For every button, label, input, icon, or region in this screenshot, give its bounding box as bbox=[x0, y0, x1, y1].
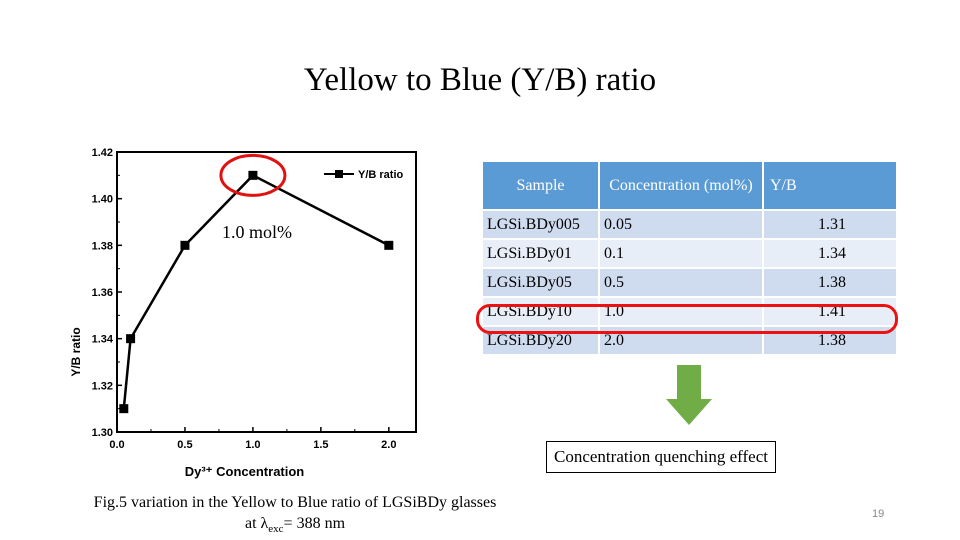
x-tick-label: 0.0 bbox=[109, 439, 124, 451]
y-tick-label: 1.30 bbox=[92, 427, 113, 439]
data-point bbox=[248, 170, 258, 180]
figure-caption: Fig.5 variation in the Yellow to Blue ra… bbox=[40, 492, 550, 540]
chart-svg: 1.30 1.32 1.34 1.36 1.38 1.40 1.42 0.0 0.5 1.0 1.5… bbox=[69, 147, 417, 479]
y-tick-label: 1.42 bbox=[92, 147, 113, 159]
y-tick-label: 1.36 bbox=[92, 287, 113, 299]
cell-yb: 1.34 bbox=[764, 238, 896, 267]
table-header-row: Sample Concentration (mol%) Y/B bbox=[483, 162, 896, 209]
cell-sample: LGSi.BDy05 bbox=[483, 267, 600, 296]
cell-conc: 0.1 bbox=[600, 238, 764, 267]
chart-annotation: 1.0 mol% bbox=[222, 222, 292, 242]
cell-sample: LGSi.BDy20 bbox=[483, 325, 600, 354]
table-row: LGSi.BDy005 0.05 1.31 bbox=[483, 209, 896, 238]
caption-sub: exc bbox=[268, 523, 284, 536]
y-axis-label: Y/B ratio bbox=[69, 327, 83, 376]
concentration-quenching-label: Concentration quenching effect bbox=[546, 441, 776, 473]
x-axis-label: Dy³⁺ Concentration bbox=[185, 464, 305, 479]
cell-sample: LGSi.BDy01 bbox=[483, 238, 600, 267]
line-chart: 1.30 1.32 1.34 1.36 1.38 1.40 1.42 0.0 0.5 1.0 1.5… bbox=[60, 140, 440, 490]
row-highlight-ellipse bbox=[476, 304, 898, 334]
caption-suffix: = 388 nm bbox=[283, 515, 346, 532]
yb-table: Sample Concentration (mol%) Y/B LGSi.BDy… bbox=[483, 162, 896, 354]
y-tick-label: 1.38 bbox=[92, 240, 113, 252]
page-number: 19 bbox=[872, 508, 885, 520]
y-tick-label: 1.40 bbox=[92, 194, 113, 206]
slide-title: Yellow to Blue (Y/B) ratio bbox=[303, 62, 657, 98]
cell-sample: LGSi.BDy005 bbox=[483, 209, 600, 238]
data-point bbox=[384, 240, 394, 250]
y-tick-label: 1.34 bbox=[92, 334, 114, 346]
cell-yb: 1.31 bbox=[764, 209, 896, 238]
table-row: LGSi.BDy05 0.5 1.38 bbox=[483, 267, 896, 296]
header-yb: Y/B bbox=[764, 162, 896, 209]
data-point bbox=[119, 404, 129, 414]
cell-yb: 1.41 bbox=[764, 296, 896, 325]
table-row: LGSi.BDy01 0.1 1.34 bbox=[483, 238, 896, 267]
legend-marker bbox=[335, 170, 343, 178]
caption-line-2: at λexc= 388 nm bbox=[40, 513, 550, 540]
x-tick-label: 2.0 bbox=[381, 439, 396, 451]
header-concentration: Concentration (mol%) bbox=[600, 162, 764, 209]
cell-conc: 0.05 bbox=[600, 209, 764, 238]
series-line bbox=[122, 173, 390, 409]
cell-yb: 1.38 bbox=[764, 267, 896, 296]
highlight-circle bbox=[219, 153, 287, 197]
table-row: LGSi.BDy20 2.0 1.38 bbox=[483, 325, 896, 354]
data-point bbox=[126, 334, 136, 344]
x-tick-label: 0.5 bbox=[177, 439, 192, 451]
x-tick-label: 1.5 bbox=[313, 439, 328, 451]
data-point bbox=[180, 240, 190, 250]
caption-prefix: at λ bbox=[244, 515, 269, 532]
cell-conc: 0.5 bbox=[600, 267, 764, 296]
legend-label: Y/B ratio bbox=[358, 169, 404, 181]
cell-yb: 1.38 bbox=[764, 325, 896, 354]
x-tick-label: 1.0 bbox=[245, 439, 260, 451]
caption-line-1: Fig.5 variation in the Yellow to Blue ra… bbox=[93, 494, 497, 511]
y-tick-label: 1.32 bbox=[92, 380, 113, 392]
cell-conc: 2.0 bbox=[600, 325, 764, 354]
down-arrow-icon bbox=[666, 365, 712, 425]
header-sample: Sample bbox=[483, 162, 600, 209]
cell-conc: 1.0 bbox=[600, 296, 764, 325]
